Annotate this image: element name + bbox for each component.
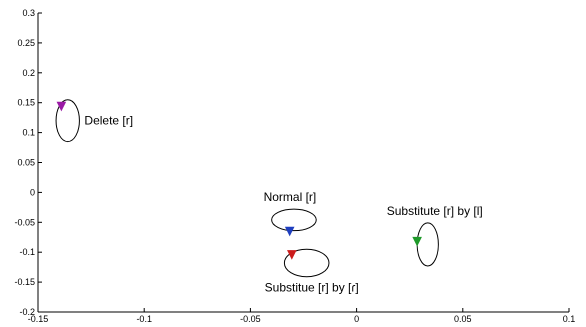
point-label: Delete [r] bbox=[84, 114, 133, 128]
x-tick-label: -0.1 bbox=[136, 314, 152, 324]
data-point-marker bbox=[56, 101, 67, 112]
y-tick-label: 0.15 bbox=[17, 98, 35, 108]
y-tick-label: 0.2 bbox=[22, 68, 35, 78]
confidence-ellipse bbox=[416, 222, 439, 267]
x-tick-label: 0.05 bbox=[454, 314, 472, 324]
data-point-group: Substitute [r] by [l] bbox=[387, 204, 483, 267]
axes bbox=[37, 13, 569, 313]
point-label: Substitue [r] by [ɾ] bbox=[265, 281, 359, 295]
y-tick-label: -0.15 bbox=[14, 277, 35, 287]
x-tick-label: 0 bbox=[354, 314, 359, 324]
data-point-marker bbox=[412, 236, 422, 247]
y-tick-label: 0.05 bbox=[17, 158, 35, 168]
point-label: Substitute [r] by [l] bbox=[387, 204, 483, 218]
x-tick-label: -0.15 bbox=[28, 314, 49, 324]
y-tick-label: -0.2 bbox=[19, 307, 35, 317]
confidence-ellipse bbox=[55, 99, 80, 143]
data-point-marker bbox=[287, 250, 297, 260]
data-point-marker bbox=[284, 226, 295, 237]
data-point-group: Normal [r] bbox=[264, 190, 317, 237]
y-axis-ticks: 0.3 0.25 0.2 0.15 0.1 0.05 0 -0.05 -0.1 -0.15 -0.2 bbox=[14, 8, 42, 317]
y-tick-label: 0 bbox=[30, 187, 35, 197]
confidence-ellipse bbox=[271, 208, 317, 232]
data-point-group: Delete [r] bbox=[55, 99, 133, 143]
x-tick-label: 0.1 bbox=[563, 314, 576, 324]
x-tick-label: -0.05 bbox=[240, 314, 261, 324]
y-tick-label: 0.1 bbox=[22, 128, 35, 138]
y-tick-label: -0.1 bbox=[19, 247, 35, 257]
y-tick-label: 0.3 bbox=[22, 8, 35, 18]
data-marks: Delete [r] Normal [r] Substitue [r] by [ɾ]… bbox=[55, 99, 483, 295]
confidence-ellipse bbox=[283, 248, 330, 278]
point-label: Normal [r] bbox=[264, 190, 317, 204]
x-axis-ticks: -0.15 -0.1 -0.05 0 0.05 0.1 bbox=[28, 308, 576, 324]
y-tick-label: 0.25 bbox=[17, 38, 35, 48]
y-tick-label: -0.05 bbox=[14, 217, 35, 227]
data-point-group: Substitue [r] by [ɾ] bbox=[265, 248, 359, 295]
